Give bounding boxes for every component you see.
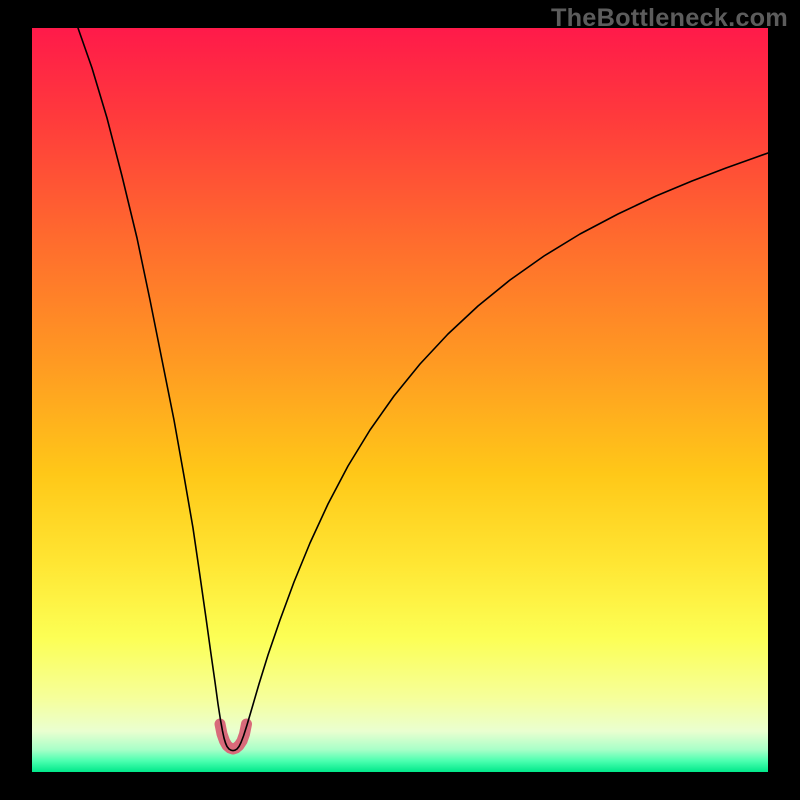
curves-layer	[32, 28, 768, 772]
chart-frame: TheBottleneck.com	[0, 0, 800, 800]
bottleneck-curve	[78, 28, 768, 751]
plot-area	[32, 28, 768, 772]
watermark-text: TheBottleneck.com	[551, 4, 788, 33]
